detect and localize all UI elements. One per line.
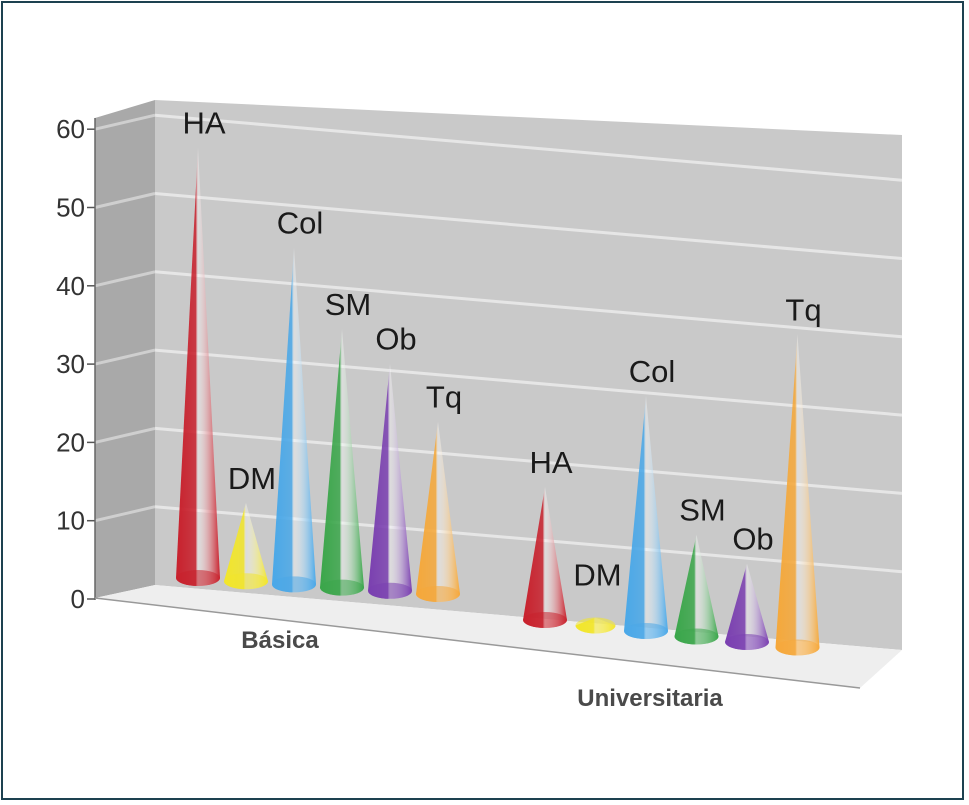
cone-universitaria-col xyxy=(624,396,668,639)
cone-básica-tq xyxy=(416,421,460,602)
cone-base xyxy=(416,586,460,602)
cone-universitaria-sm xyxy=(674,534,719,645)
cone-universitaria-ha xyxy=(523,486,567,628)
cone-universitaria-tq xyxy=(775,334,820,656)
y-tick-label: 10 xyxy=(56,506,85,536)
cone-base xyxy=(624,623,668,639)
data-label: Ob xyxy=(732,522,773,557)
data-label: DM xyxy=(228,461,276,496)
y-tick-label: 30 xyxy=(56,349,85,379)
cone-base xyxy=(224,573,268,590)
data-label: Tq xyxy=(426,380,462,415)
data-label: Col xyxy=(629,354,676,389)
cone-base xyxy=(523,612,567,628)
gridline-side xyxy=(94,270,156,288)
x-axis-line xyxy=(94,597,861,689)
data-label: SM xyxy=(679,493,726,528)
y-tick-label: 20 xyxy=(56,427,85,457)
x-tick-label: Básica xyxy=(241,627,319,654)
data-label: Tq xyxy=(785,292,821,327)
cone-básica-sm xyxy=(320,329,364,596)
cone-básica-ob xyxy=(368,363,412,599)
chart-floor xyxy=(95,585,902,688)
cone-básica-dm xyxy=(224,502,268,590)
cone-universitaria-ob xyxy=(725,563,769,650)
cone-base xyxy=(775,639,820,656)
gridline xyxy=(154,348,903,417)
x-tick-label: Universitaria xyxy=(577,685,723,712)
y-tick-label: 60 xyxy=(56,114,85,144)
data-label: HA xyxy=(182,105,225,140)
data-label: DM xyxy=(573,558,621,593)
y-tick-label: 40 xyxy=(56,271,85,301)
gridline xyxy=(154,113,903,182)
gridline xyxy=(154,192,903,260)
gridline-side xyxy=(94,505,156,523)
y-tick-label: 50 xyxy=(56,193,85,223)
cone-base xyxy=(176,570,220,586)
chart-side-wall xyxy=(95,100,155,598)
gridline xyxy=(154,426,903,495)
cone-base xyxy=(320,579,364,596)
cone-base xyxy=(674,628,719,645)
y-tick-label: 0 xyxy=(71,584,85,614)
data-label: Col xyxy=(277,206,324,241)
data-label: SM xyxy=(325,287,372,322)
gridline-side xyxy=(94,426,156,444)
cone-base xyxy=(725,634,769,650)
cone-básica-col xyxy=(272,247,316,593)
gridline-side xyxy=(94,113,156,131)
data-label: Ob xyxy=(375,322,416,357)
cone-base xyxy=(368,582,412,599)
data-label: HA xyxy=(529,445,572,480)
gridline xyxy=(154,270,903,339)
cone-base xyxy=(575,617,616,634)
gridline-side xyxy=(94,348,156,366)
cone-base xyxy=(272,576,316,593)
gridline-side xyxy=(94,192,156,209)
cone-básica-ha xyxy=(176,147,220,586)
